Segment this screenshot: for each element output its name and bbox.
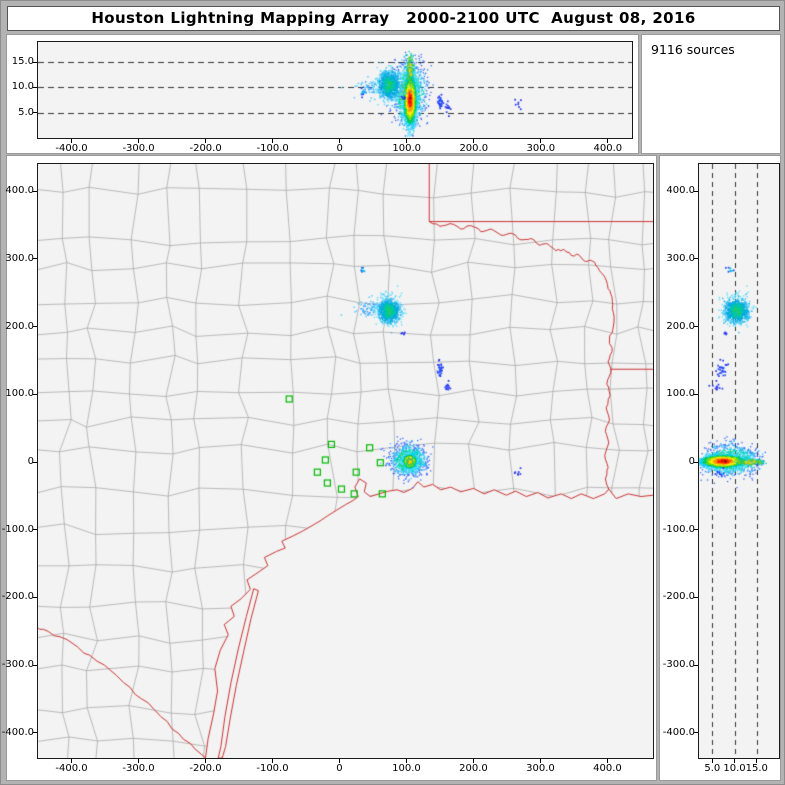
y-tick-mark — [33, 258, 37, 260]
y-tick-label: 10.0 — [11, 81, 34, 93]
y-tick-label: 400.0 — [5, 185, 34, 197]
x-tick-label: 0 — [336, 763, 343, 774]
y-tick-label: 300.0 — [666, 252, 695, 264]
x-tick-label: -200.0 — [189, 143, 222, 154]
y-tick-mark — [694, 190, 698, 192]
y-tick-mark — [33, 326, 37, 328]
x-tick-label: -400.0 — [55, 763, 88, 774]
ns-altitude-plot-frame — [698, 163, 780, 759]
x-tick-label: 15.0 — [745, 763, 768, 774]
y-tick-mark — [33, 664, 37, 666]
x-tick-mark — [338, 759, 340, 763]
y-tick-mark — [694, 596, 698, 598]
x-tick-label: -100.0 — [256, 763, 289, 774]
y-tick-label: 100.0 — [666, 388, 695, 400]
y-tick-label: 400.0 — [666, 185, 695, 197]
sources-panel: 9116 sources — [642, 35, 780, 153]
x-tick-mark — [606, 759, 608, 763]
x-tick-mark — [406, 139, 408, 143]
x-tick-label: -200.0 — [189, 763, 222, 774]
y-tick-label: -100.0 — [662, 523, 695, 535]
y-tick-mark — [33, 190, 37, 192]
y-tick-mark — [694, 393, 698, 395]
x-tick-label: 0 — [336, 143, 343, 154]
x-tick-mark — [472, 759, 474, 763]
x-tick-label: 300.0 — [526, 143, 556, 154]
y-tick-mark — [33, 732, 37, 734]
x-tick-mark — [137, 759, 139, 763]
x-tick-mark — [71, 139, 73, 143]
y-tick-mark — [694, 258, 698, 260]
x-tick-mark — [405, 759, 407, 763]
y-tick-label: 100.0 — [5, 388, 34, 400]
y-tick-label: -400.0 — [1, 726, 34, 738]
page-title: Houston Lightning Mapping Array 2000-210… — [7, 6, 780, 31]
x-tick-mark — [204, 759, 206, 763]
x-tick-label: -300.0 — [122, 143, 155, 154]
y-tick-mark — [33, 529, 37, 531]
ns-altitude-panel: 5.0 10.0 15.0 400.0 300.0 200.0 100.0 0 -100.0 -2… — [660, 156, 780, 780]
y-tick-mark — [33, 86, 37, 88]
y-tick-mark — [33, 112, 37, 114]
y-tick-label: -200.0 — [662, 591, 695, 603]
y-tick-mark — [694, 732, 698, 734]
x-tick-mark — [539, 759, 541, 763]
x-tick-mark — [339, 139, 341, 143]
x-tick-label: -400.0 — [55, 143, 88, 154]
x-tick-mark — [540, 139, 542, 143]
x-tick-mark — [70, 759, 72, 763]
x-tick-label: 200.0 — [459, 143, 489, 154]
y-tick-label: -300.0 — [1, 659, 34, 671]
source-count-label: 9116 sources — [651, 42, 735, 57]
x-tick-mark — [138, 139, 140, 143]
y-tick-label: -300.0 — [662, 659, 695, 671]
y-tick-mark — [33, 61, 37, 63]
plan-view-plot-frame — [37, 163, 654, 759]
ns-altitude-canvas — [699, 164, 779, 758]
x-tick-label: 5.0 — [704, 763, 721, 774]
y-tick-label: 5.0 — [18, 106, 34, 118]
x-tick-label: -100.0 — [256, 143, 289, 154]
y-tick-mark — [694, 461, 698, 463]
x-tick-label: 100.0 — [392, 143, 422, 154]
x-tick-mark — [711, 759, 713, 763]
x-tick-mark — [734, 759, 736, 763]
x-tick-mark — [271, 759, 273, 763]
ew-altitude-plot-frame — [37, 41, 633, 139]
x-tick-label: 300.0 — [526, 763, 555, 774]
x-tick-label: 400.0 — [593, 763, 622, 774]
y-tick-mark — [33, 596, 37, 598]
y-tick-label: -100.0 — [1, 523, 34, 535]
y-tick-label: -400.0 — [662, 726, 695, 738]
plan-view-panel: -400.0 -300.0 -200.0 -100.0 0 100.0 200.0 300.0… — [2, 156, 656, 780]
plan-view-map-canvas — [38, 164, 653, 758]
y-tick-mark — [33, 393, 37, 395]
x-tick-mark — [272, 139, 274, 143]
y-tick-label: 0 — [688, 456, 695, 468]
y-tick-label: 0 — [27, 456, 34, 468]
ew-altitude-panel: -400.0 -300.0 -200.0 -100.0 0 100.0 200.0 300.0… — [7, 35, 638, 154]
y-tick-label: 200.0 — [5, 320, 34, 332]
y-tick-mark — [694, 664, 698, 666]
x-tick-mark — [205, 139, 207, 143]
y-tick-label: 15.0 — [11, 56, 34, 68]
x-tick-label: 100.0 — [392, 763, 421, 774]
y-tick-label: 200.0 — [666, 320, 695, 332]
ew-altitude-canvas — [38, 42, 632, 138]
x-tick-label: 10.0 — [723, 763, 746, 774]
x-tick-label: 400.0 — [593, 143, 623, 154]
y-tick-mark — [694, 529, 698, 531]
y-tick-mark — [33, 461, 37, 463]
y-tick-mark — [694, 326, 698, 328]
x-tick-mark — [473, 139, 475, 143]
x-tick-mark — [756, 759, 758, 763]
x-tick-label: -300.0 — [122, 763, 155, 774]
y-tick-label: -200.0 — [1, 591, 34, 603]
x-tick-label: 200.0 — [459, 763, 488, 774]
x-tick-mark — [607, 139, 609, 143]
y-tick-label: 300.0 — [5, 252, 34, 264]
